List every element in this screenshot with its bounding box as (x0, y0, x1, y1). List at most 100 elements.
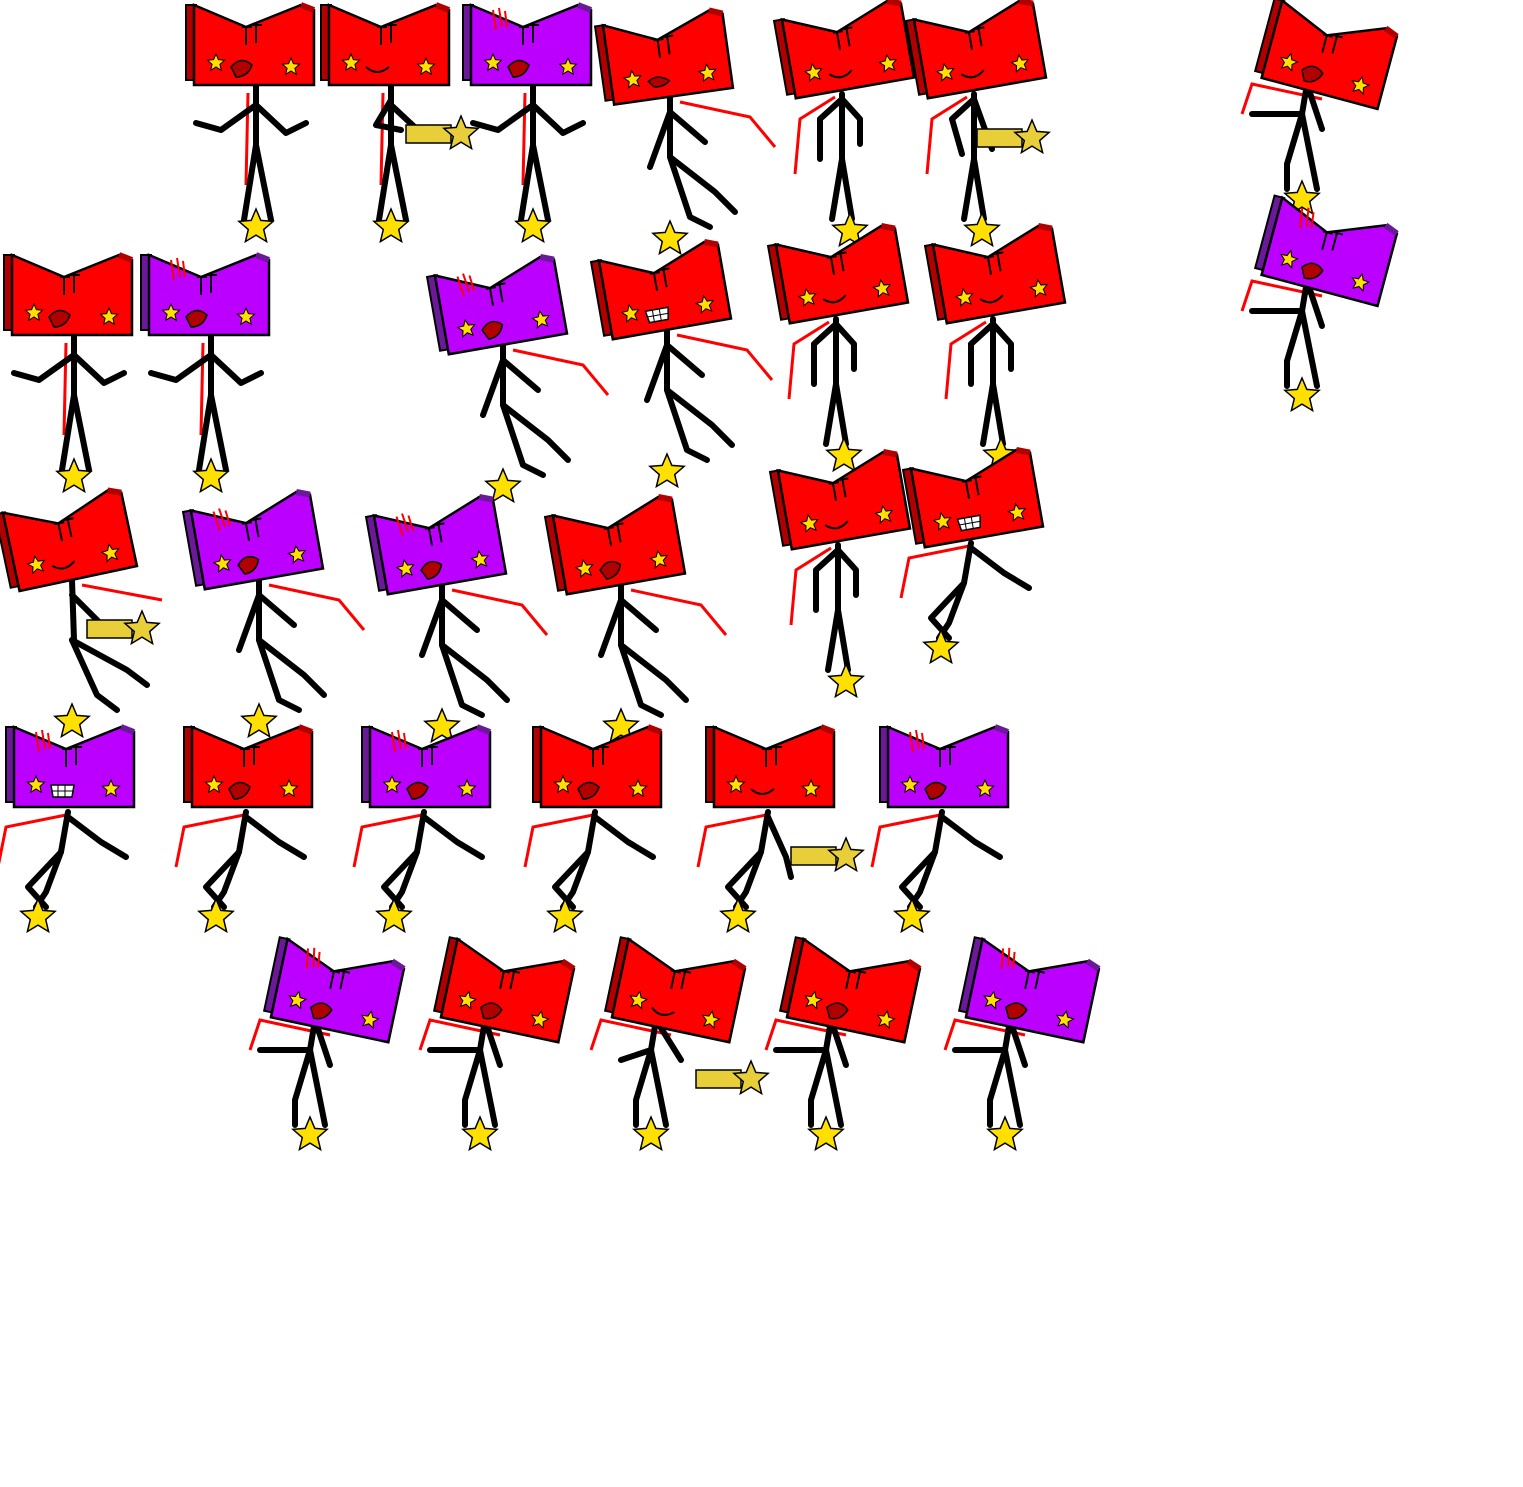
star-foot-icon (375, 897, 413, 934)
mouth-smile (651, 1006, 675, 1016)
sprite-red-walking (593, 7, 777, 256)
scarf (870, 813, 941, 868)
sprite-red-idle-arms-out (3, 252, 134, 494)
star-wand-icon (405, 114, 480, 151)
sprite-purple-walking (364, 493, 549, 744)
character-body (899, 540, 1032, 665)
cheek-star-icon (877, 53, 898, 74)
mouth-tongue (577, 781, 600, 800)
cheek-star-icon (622, 69, 643, 89)
limb (833, 321, 857, 372)
cheek-star-icon (954, 287, 974, 308)
eyes (603, 522, 624, 547)
mouth-tongue (48, 309, 71, 328)
cheek-star-icon (360, 1009, 380, 1030)
sprite-purple-crouch (352, 724, 492, 934)
limb (256, 592, 297, 628)
star-foot-icon (546, 897, 584, 934)
character-body (789, 542, 865, 699)
scarf (418, 1018, 501, 1051)
cheek-star-icon (628, 778, 648, 798)
character-body (174, 809, 307, 934)
star-foot-icon (197, 897, 235, 934)
star-foot-icon (237, 207, 275, 244)
limb (811, 321, 839, 387)
star-foot-icon (55, 457, 93, 494)
book-head (361, 724, 492, 809)
mouth-tongue (1301, 262, 1324, 280)
limb (307, 1047, 328, 1128)
sprite-red-standing (772, 0, 916, 248)
limb (990, 321, 1014, 372)
cheek-star-icon (161, 302, 181, 322)
character-body (598, 582, 728, 744)
cheek-star-icon (457, 778, 477, 798)
scarf (174, 813, 245, 868)
scarf (1240, 82, 1323, 115)
limb (439, 642, 485, 718)
book-cover (189, 490, 325, 591)
book-head (320, 2, 451, 87)
book-head (140, 252, 271, 337)
cheek-star-icon (281, 56, 301, 76)
book-head (705, 724, 836, 809)
mouth-grimace (647, 76, 671, 88)
mouth-tongue (480, 1002, 503, 1020)
limb (733, 849, 764, 910)
cheek-star-icon (574, 558, 594, 579)
limb (530, 102, 586, 136)
limb (968, 545, 1032, 591)
scarf (451, 588, 549, 636)
mouth-tongue (481, 320, 504, 340)
limb (560, 849, 591, 910)
limb (664, 387, 710, 463)
limb (1299, 308, 1320, 389)
eyes (653, 34, 674, 58)
book-head (181, 488, 325, 591)
eyes (1024, 969, 1046, 990)
scratch-mark (170, 257, 186, 281)
star-foot-icon (651, 219, 689, 256)
book-head (425, 253, 569, 356)
limb (907, 849, 938, 910)
limb (667, 154, 738, 215)
cheek-star-icon (288, 990, 308, 1010)
cheek-star-icon (26, 554, 46, 575)
cheek-star-icon (1351, 272, 1371, 293)
scarf (62, 342, 68, 436)
book-head (923, 222, 1067, 325)
book-cover (931, 224, 1067, 325)
cheek-star-icon (99, 306, 119, 326)
cheek-star-icon (286, 544, 307, 565)
book-cover (1260, 0, 1399, 111)
scarf (589, 1018, 672, 1051)
star-foot-icon (291, 1115, 329, 1152)
mouth-tongue (507, 59, 530, 78)
eyes (826, 251, 847, 276)
scarf (899, 544, 970, 599)
limb (618, 642, 664, 718)
scarf (679, 100, 777, 148)
character-body (589, 1017, 770, 1152)
cheek-star-icon (100, 543, 120, 563)
book-head (462, 2, 593, 87)
mouth-tongue (228, 781, 251, 800)
star-foot-icon (648, 452, 686, 489)
cheek-star-icon (456, 318, 476, 339)
star-foot-icon (19, 897, 57, 934)
book-cover (551, 495, 687, 596)
star-wand-icon (790, 836, 865, 873)
cheek-star-icon (553, 774, 573, 794)
star-wand-icon (695, 1059, 770, 1096)
book-cover (1260, 195, 1399, 308)
character-body (480, 342, 610, 504)
cheek-star-icon (483, 52, 503, 72)
scarf (696, 813, 767, 868)
eyes (832, 26, 853, 51)
limb (667, 109, 708, 145)
star-foot-icon (484, 467, 522, 504)
cheek-star-icon (1028, 278, 1049, 299)
mouth-tongue (924, 781, 947, 800)
limb (193, 102, 259, 133)
limb (439, 597, 480, 633)
